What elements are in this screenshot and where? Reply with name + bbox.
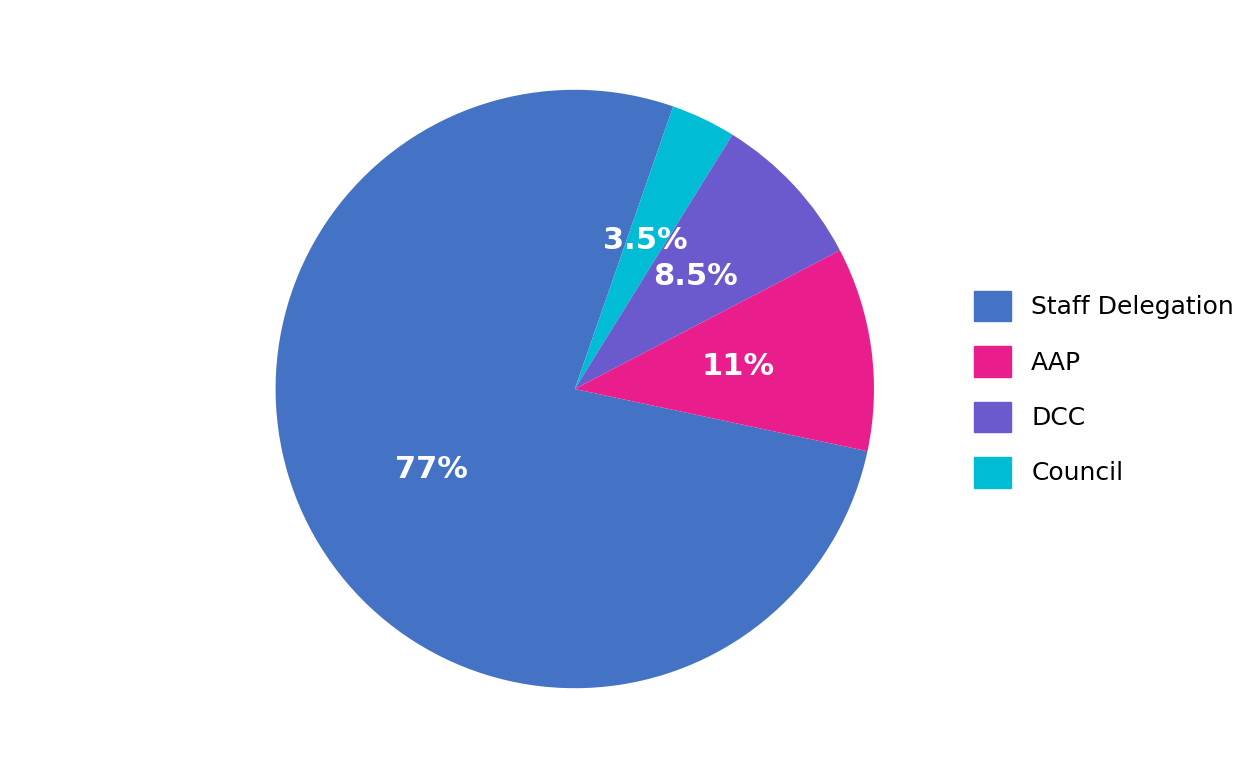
Legend: Staff Delegation, AAP, DCC, Council: Staff Delegation, AAP, DCC, Council — [962, 278, 1246, 500]
Text: 3.5%: 3.5% — [603, 226, 687, 255]
Wedge shape — [575, 251, 874, 451]
Text: 8.5%: 8.5% — [653, 262, 738, 292]
Text: 11%: 11% — [701, 352, 774, 381]
Wedge shape — [575, 107, 733, 389]
Wedge shape — [276, 89, 867, 689]
Wedge shape — [575, 135, 840, 389]
Text: 77%: 77% — [395, 455, 468, 484]
